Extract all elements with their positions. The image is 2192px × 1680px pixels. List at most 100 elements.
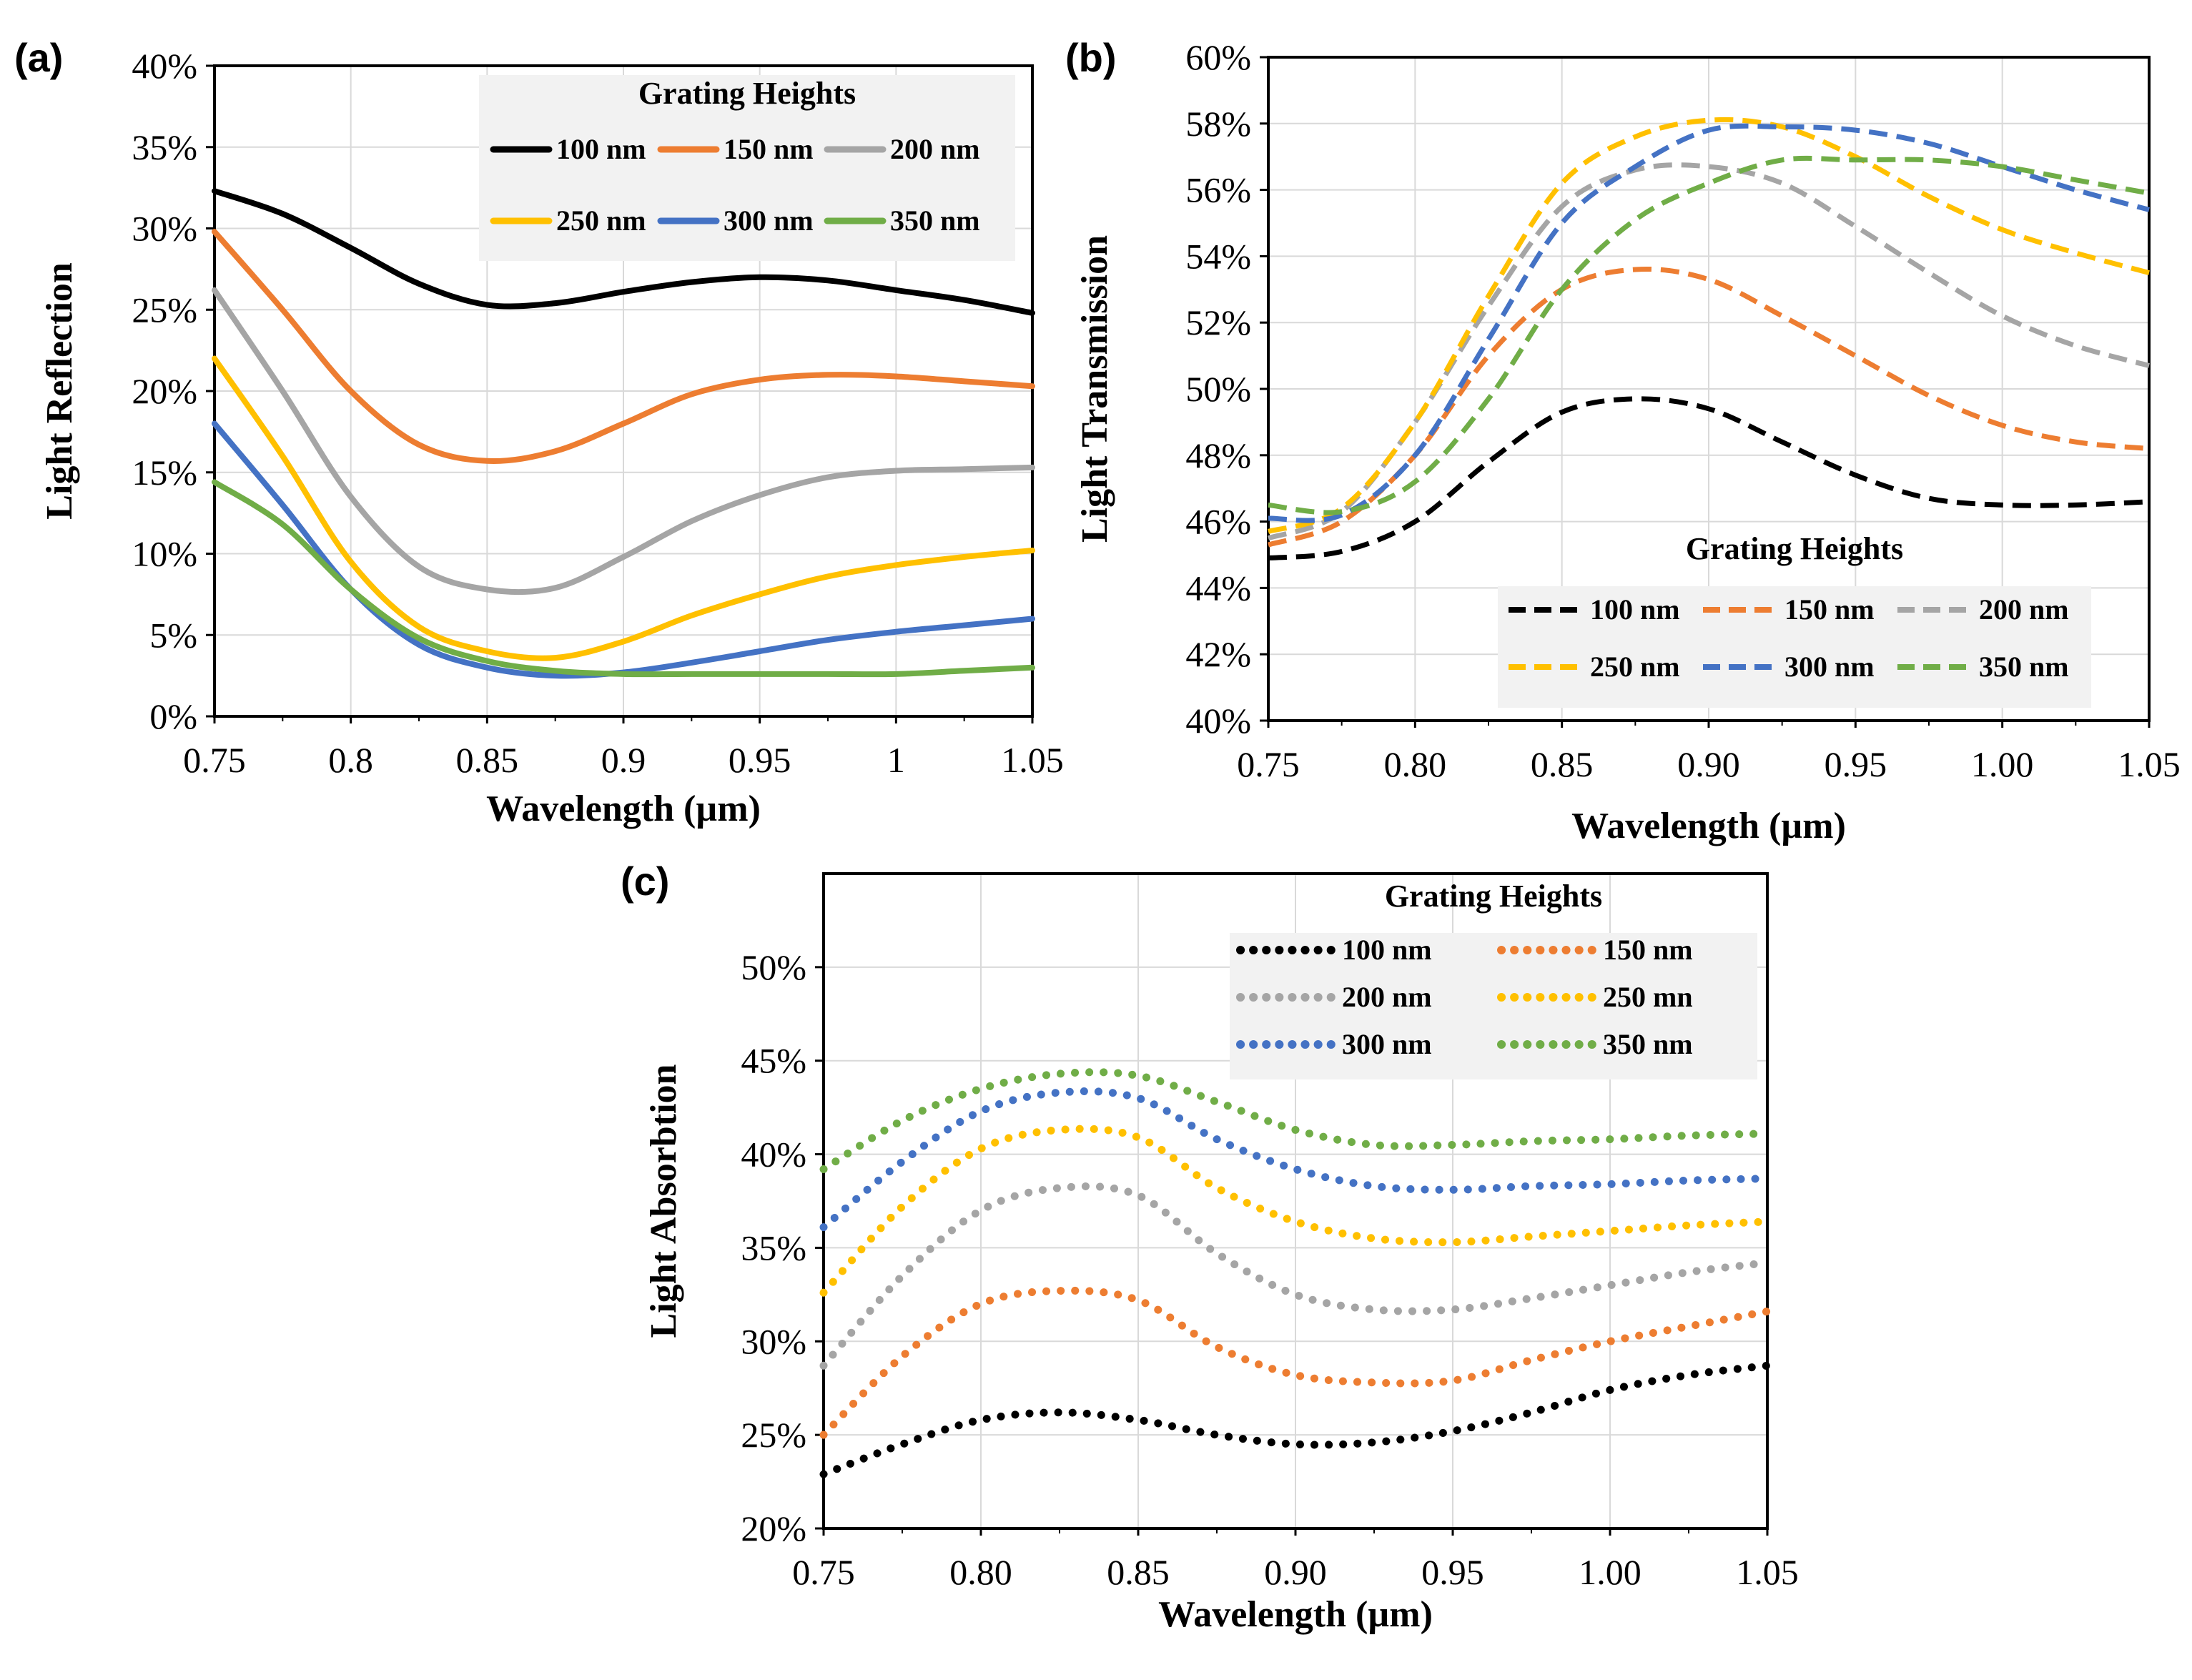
y-tick-label: 45%: [741, 1041, 806, 1081]
legend-title: Grating Heights: [1385, 879, 1602, 914]
panel-label: (b): [1065, 35, 1117, 80]
y-tick-label: 25%: [132, 290, 197, 330]
series-line-250-nm: [212, 355, 1035, 661]
series-line-200-nm: [212, 287, 1035, 596]
legend-entry-label: 350 nm: [1603, 1028, 1693, 1060]
y-tick-label: 40%: [132, 46, 197, 86]
y-axis-label: Light Reflection: [39, 262, 80, 520]
series-line-100-nm: [1268, 396, 2150, 561]
legend-entry-label: 200 nm: [1342, 981, 1432, 1013]
y-tick-label: 35%: [132, 127, 197, 167]
legend-entry-label: 300 nm: [1784, 651, 1875, 683]
legend-box: [1230, 933, 1757, 1079]
x-axis-label: Wavelength (µm): [486, 789, 761, 829]
plot-area-frame: [213, 64, 1034, 718]
y-tick-label: 44%: [1185, 568, 1251, 608]
legend-entry-label: 200 nm: [1979, 593, 2069, 626]
chart-panel-1: 0.75 0.8 0.85 0.9 0.95 1 1.05 0% 5% 10% 15% 20% 25% 3…: [14, 35, 1064, 829]
x-tick-label: 1.05: [2118, 744, 2181, 784]
legend-entry-label: 100 nm: [1342, 934, 1432, 966]
legend-entry-label: 100 nm: [1590, 593, 1680, 626]
y-tick-label: 10%: [132, 534, 197, 574]
series-line-150-nm: [819, 1286, 1772, 1439]
series-line-100-nm: [212, 188, 1035, 316]
legend-entry-label: 250 nm: [556, 204, 646, 237]
y-tick-label: 20%: [741, 1508, 806, 1548]
series-line-350-nm: [819, 1068, 1772, 1173]
y-tick-label: 50%: [1185, 369, 1251, 409]
y-tick-label: 20%: [132, 371, 197, 411]
legend-entry-label: 250 nm: [1590, 651, 1680, 683]
x-tick-label: 0.85: [456, 740, 519, 780]
y-tick-label: 52%: [1185, 302, 1251, 342]
x-tick-label: 1.05: [1001, 740, 1064, 780]
series-line-100-nm: [819, 1361, 1772, 1478]
y-tick-label: 48%: [1185, 435, 1251, 475]
legend-entry-label: 300 nm: [1342, 1028, 1432, 1060]
legend-box: [479, 75, 1015, 261]
series-line-350-nm: [212, 479, 1035, 678]
x-tick-label: 0.75: [792, 1552, 855, 1592]
y-axis-label: Light Absorbtion: [643, 1064, 684, 1338]
x-tick-label: 0.85: [1107, 1552, 1170, 1592]
y-tick-label: 58%: [1185, 104, 1251, 144]
series-line-350-nm: [1268, 155, 2150, 515]
legend-entry-label: 350 nm: [890, 204, 980, 237]
y-tick-label: 42%: [1185, 634, 1251, 674]
x-tick-label: 1.00: [1971, 744, 2034, 784]
x-tick-label: 0.95: [729, 740, 791, 780]
y-tick-label: 50%: [741, 947, 806, 987]
plot-area-frame: [822, 872, 1769, 1530]
x-tick-label: 0.75: [1237, 744, 1300, 784]
y-tick-label: 5%: [149, 615, 197, 655]
x-tick-label: 1: [887, 740, 905, 780]
y-tick-label: 40%: [741, 1135, 806, 1175]
chart-panel-3: 0.75 0.80 0.85 0.90 0.95 1.00 1.05 20% 25% 30% 35%…: [621, 859, 1799, 1635]
series-line-250-nm: [819, 1125, 1772, 1297]
y-tick-label: 46%: [1185, 502, 1251, 542]
x-tick-label: 1.05: [1736, 1552, 1799, 1592]
y-axis-label: Light Transmission: [1075, 235, 1115, 543]
panel-label: (c): [621, 859, 669, 904]
panel-label: (a): [14, 35, 63, 80]
legend-entry-label: 300 nm: [724, 204, 814, 237]
x-axis-label: Wavelength (µm): [1158, 1594, 1433, 1635]
legend-box: [1498, 586, 2091, 708]
x-tick-label: 0.95: [1825, 744, 1887, 784]
y-tick-label: 40%: [1185, 701, 1251, 741]
x-tick-label: 0.75: [183, 740, 246, 780]
y-tick-label: 60%: [1185, 37, 1251, 77]
series-line-300-nm: [1268, 123, 2150, 523]
legend-entry-label: 100 nm: [556, 133, 646, 165]
y-tick-label: 15%: [132, 453, 197, 493]
legend-entry-label: 350 nm: [1979, 651, 2069, 683]
x-tick-label: 0.85: [1531, 744, 1594, 784]
plot-area-frame: [1267, 56, 2151, 722]
x-tick-label: 0.80: [949, 1552, 1012, 1592]
y-tick-label: 56%: [1185, 170, 1251, 210]
legend-entry-label: 200 nm: [890, 133, 980, 165]
legend: Grating Heights 100 nm 150 nm 200 nm 250 mn 3…: [1230, 879, 1757, 1079]
series-line-200-nm: [1267, 162, 2150, 541]
legend-entry-label: 150 nm: [1603, 934, 1693, 966]
y-tick-label: 35%: [741, 1227, 806, 1268]
y-tick-label: 54%: [1185, 236, 1251, 276]
x-tick-label: 0.9: [601, 740, 646, 780]
series-line-150-nm: [212, 229, 1035, 465]
x-tick-label: 0.95: [1421, 1552, 1484, 1592]
x-tick-label: 0.90: [1677, 744, 1740, 784]
y-tick-label: 30%: [132, 209, 197, 249]
x-axis-label: Wavelength (µm): [1571, 806, 1846, 846]
legend-entry-label: 250 mn: [1603, 981, 1693, 1013]
x-tick-label: 0.90: [1264, 1552, 1327, 1592]
y-tick-label: 25%: [741, 1415, 806, 1455]
series-line-300-nm: [819, 1087, 1772, 1232]
chart-panel-2: 0.75 0.80 0.85 0.90 0.95 1.00 1.05 40% 42% 44% 46%…: [1065, 35, 2181, 846]
x-tick-label: 0.8: [328, 740, 373, 780]
y-tick-label: 0%: [149, 696, 197, 736]
y-tick-label: 30%: [741, 1321, 806, 1361]
x-tick-label: 1.00: [1579, 1552, 1641, 1592]
